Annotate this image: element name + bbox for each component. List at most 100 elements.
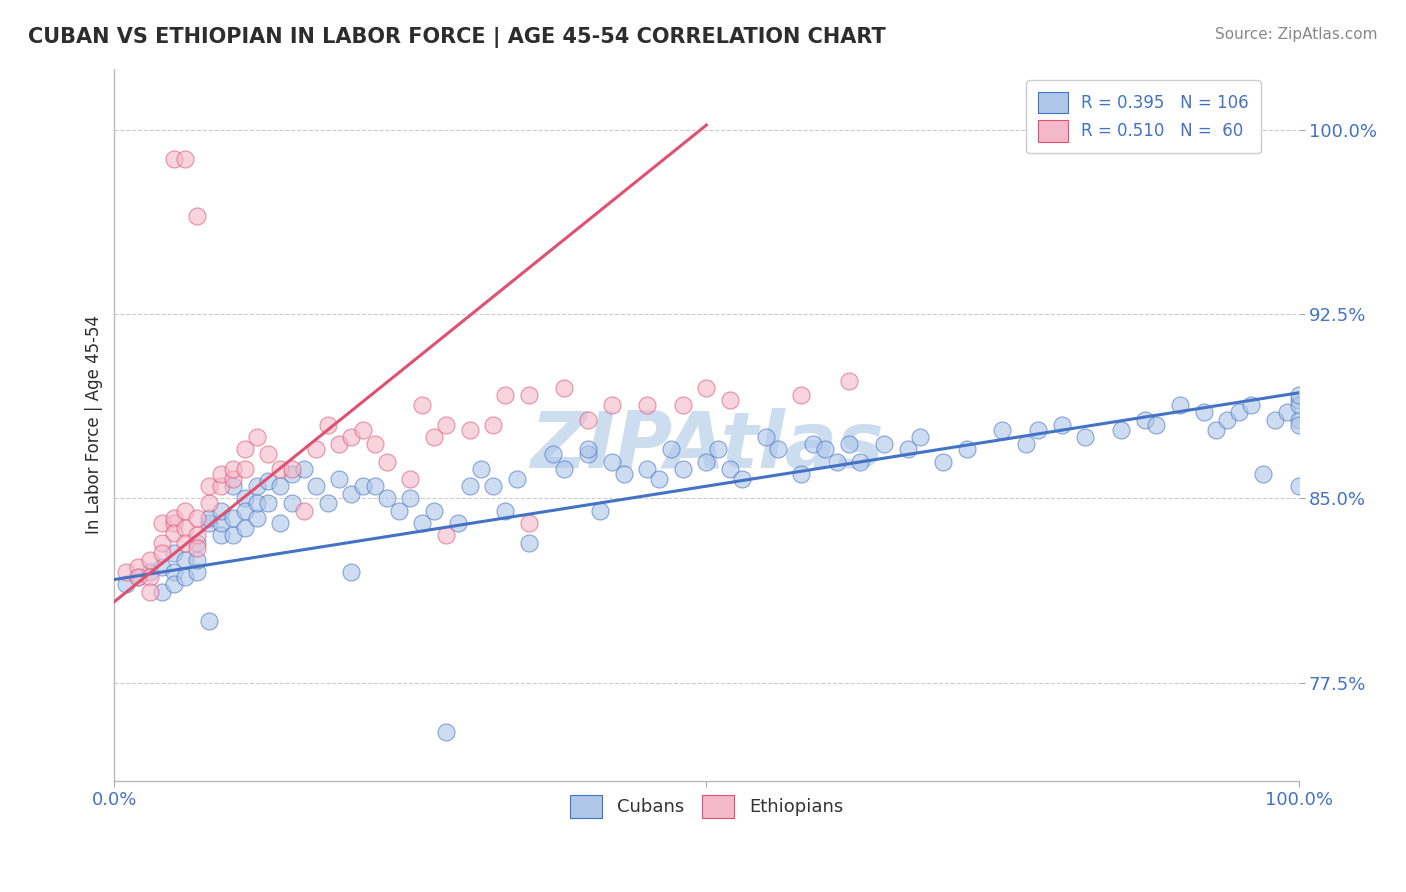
- Point: [174, 504, 197, 518]
- Point: [257, 475, 280, 489]
- Point: [636, 462, 658, 476]
- Point: [209, 516, 232, 530]
- Point: [150, 535, 173, 549]
- Text: CUBAN VS ETHIOPIAN IN LABOR FORCE | AGE 45-54 CORRELATION CHART: CUBAN VS ETHIOPIAN IN LABOR FORCE | AGE …: [28, 27, 886, 48]
- Point: [423, 504, 446, 518]
- Point: [1133, 413, 1156, 427]
- Point: [517, 516, 540, 530]
- Point: [352, 423, 374, 437]
- Point: [838, 437, 860, 451]
- Point: [494, 504, 516, 518]
- Point: [849, 454, 872, 468]
- Point: [139, 565, 162, 579]
- Point: [222, 479, 245, 493]
- Point: [1275, 405, 1298, 419]
- Point: [174, 153, 197, 167]
- Point: [233, 442, 256, 457]
- Point: [672, 398, 695, 412]
- Point: [541, 447, 564, 461]
- Point: [198, 511, 221, 525]
- Point: [589, 504, 612, 518]
- Point: [186, 541, 208, 555]
- Point: [375, 454, 398, 468]
- Point: [790, 388, 813, 402]
- Point: [517, 535, 540, 549]
- Point: [447, 516, 470, 530]
- Point: [127, 570, 149, 584]
- Point: [814, 442, 837, 457]
- Point: [162, 565, 184, 579]
- Point: [281, 496, 304, 510]
- Point: [150, 545, 173, 559]
- Point: [1026, 423, 1049, 437]
- Point: [1288, 393, 1310, 408]
- Point: [695, 454, 717, 468]
- Point: [139, 553, 162, 567]
- Point: [576, 442, 599, 457]
- Point: [245, 511, 267, 525]
- Point: [873, 437, 896, 451]
- Point: [399, 472, 422, 486]
- Point: [364, 479, 387, 493]
- Point: [150, 560, 173, 574]
- Point: [956, 442, 979, 457]
- Point: [553, 462, 575, 476]
- Point: [458, 423, 481, 437]
- Point: [1288, 417, 1310, 432]
- Point: [1251, 467, 1274, 481]
- Point: [174, 535, 197, 549]
- Point: [506, 472, 529, 486]
- Point: [790, 467, 813, 481]
- Point: [482, 479, 505, 493]
- Point: [162, 545, 184, 559]
- Point: [434, 417, 457, 432]
- Point: [1288, 479, 1310, 493]
- Point: [411, 516, 433, 530]
- Point: [932, 454, 955, 468]
- Point: [458, 479, 481, 493]
- Point: [1074, 430, 1097, 444]
- Point: [1168, 398, 1191, 412]
- Point: [1240, 398, 1263, 412]
- Point: [1205, 423, 1227, 437]
- Point: [281, 467, 304, 481]
- Point: [115, 577, 138, 591]
- Point: [718, 393, 741, 408]
- Point: [281, 462, 304, 476]
- Point: [233, 491, 256, 506]
- Point: [292, 504, 315, 518]
- Point: [1227, 405, 1250, 419]
- Point: [766, 442, 789, 457]
- Point: [222, 472, 245, 486]
- Point: [613, 467, 636, 481]
- Point: [600, 398, 623, 412]
- Point: [186, 553, 208, 567]
- Point: [1216, 413, 1239, 427]
- Point: [636, 398, 658, 412]
- Point: [233, 504, 256, 518]
- Point: [1144, 417, 1167, 432]
- Point: [1192, 405, 1215, 419]
- Point: [1264, 413, 1286, 427]
- Point: [1288, 398, 1310, 412]
- Point: [127, 570, 149, 584]
- Point: [482, 417, 505, 432]
- Point: [1109, 423, 1132, 437]
- Point: [198, 516, 221, 530]
- Point: [162, 511, 184, 525]
- Point: [387, 504, 409, 518]
- Point: [162, 577, 184, 591]
- Point: [316, 496, 339, 510]
- Point: [991, 423, 1014, 437]
- Point: [340, 430, 363, 444]
- Point: [222, 462, 245, 476]
- Point: [257, 447, 280, 461]
- Point: [186, 528, 208, 542]
- Point: [328, 472, 350, 486]
- Point: [186, 535, 208, 549]
- Point: [269, 462, 291, 476]
- Point: [150, 584, 173, 599]
- Point: [423, 430, 446, 444]
- Point: [174, 553, 197, 567]
- Point: [340, 565, 363, 579]
